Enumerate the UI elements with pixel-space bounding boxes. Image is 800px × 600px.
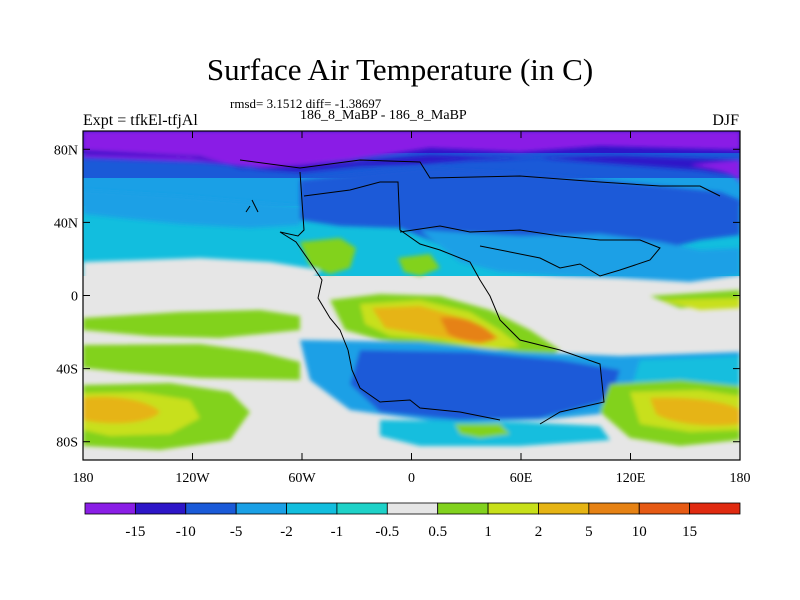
lon-tick-label: 60E — [510, 471, 533, 486]
colorbar-swatch — [134, 502, 187, 515]
colorbar-label: 0.5 — [428, 524, 447, 540]
colorbar-label: -15 — [125, 524, 145, 540]
case-label: 186_8_MaBP - 186_8_MaBP — [300, 108, 467, 123]
colorbar-swatch — [437, 502, 489, 515]
colorbar: -15 -10 -5 -2 -1 -0.5 0.5 1 2 5 10 15 — [84, 502, 741, 540]
lat-tick-label: 80N — [54, 143, 78, 158]
lat-tick-label: 40S — [56, 363, 78, 378]
colorbar-swatch — [638, 502, 691, 515]
colorbar-swatch — [185, 502, 237, 515]
lat-tick-label: 0 — [71, 290, 78, 305]
colorbar-label: 5 — [585, 524, 593, 540]
coastlines — [239, 159, 721, 425]
latitude-axis: 80N 40N 0 40S 80S — [54, 143, 740, 451]
colorbar-swatch — [588, 502, 640, 515]
lon-tick-label: 60W — [288, 471, 316, 486]
lat-tick-label: 80S — [56, 436, 78, 451]
colorbar-swatch — [336, 502, 388, 515]
plot-title: Surface Air Temperature (in C) — [206, 52, 594, 87]
colorbar-label: 1 — [484, 524, 492, 540]
colorbar-swatch — [386, 502, 439, 515]
colorbar-label: 2 — [535, 524, 543, 540]
colorbar-swatch — [286, 502, 338, 515]
colorbar-swatch — [235, 502, 287, 515]
stats-text: rmsd= 3.1512 diff= -1.38697 — [230, 96, 382, 111]
colorbar-label: -1 — [331, 524, 344, 540]
colorbar-swatch — [689, 502, 741, 515]
colorbar-label: 10 — [632, 524, 647, 540]
colorbar-label: -0.5 — [375, 524, 399, 540]
lon-tick-label: 180 — [730, 471, 751, 486]
lon-tick-label: 180 — [73, 471, 94, 486]
lon-tick-label: 120W — [175, 471, 210, 486]
colorbar-label: -2 — [280, 524, 293, 540]
lon-tick-label: 0 — [408, 471, 415, 486]
colorbar-label: -5 — [230, 524, 243, 540]
temperature-field — [83, 131, 740, 460]
colorbar-label: 15 — [682, 524, 697, 540]
longitude-axis: 180 120W 60W 0 60E 120E 180 — [73, 131, 751, 486]
colorbar-swatch — [487, 502, 539, 515]
lat-tick-label: 40N — [54, 216, 78, 231]
lon-tick-label: 120E — [616, 471, 646, 486]
colorbar-swatch — [538, 502, 590, 515]
experiment-label: Expt = tfkEl-tfjAl — [83, 112, 198, 129]
season-label: DJF — [712, 112, 739, 129]
colorbar-label: -10 — [176, 524, 196, 540]
colorbar-swatch — [84, 502, 136, 515]
